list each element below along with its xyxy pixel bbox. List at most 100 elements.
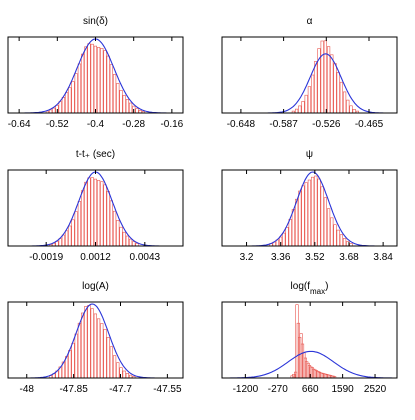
histogram-bar: [106, 191, 110, 247]
histogram-bar: [342, 91, 347, 114]
x-tick-label: -0.16: [160, 119, 183, 130]
histogram-bar: [58, 238, 62, 247]
panel-frame: [221, 36, 398, 114]
fit-curve: [222, 350, 397, 379]
histogram-bar: [314, 60, 318, 114]
histogram-bar: [304, 182, 308, 247]
histogram-bars: [45, 43, 146, 114]
histogram-bar: [65, 230, 69, 247]
histogram-bar: [55, 241, 59, 247]
histogram-bar: [93, 313, 97, 379]
histogram-bar: [71, 81, 75, 114]
histogram-bar: [125, 235, 129, 247]
histogram-bar: [90, 177, 94, 247]
histogram-bar: [103, 184, 107, 247]
x-tick-label: 3.68: [339, 252, 359, 263]
panel-3: -0.0019 0.0012 0.0043 t-t₊ (sec): [7, 149, 184, 263]
x-tick-label: 3.36: [271, 252, 291, 263]
histogram-bar: [301, 185, 305, 247]
histogram-bar: [71, 342, 75, 379]
x-tick-label: -0.465: [355, 119, 384, 130]
histogram-bar: [310, 176, 315, 247]
histogram-bar: [330, 54, 334, 114]
x-tick-label: -0.64: [8, 119, 31, 130]
x-tick-label: 0.0043: [130, 252, 161, 263]
histogram-bar: [294, 108, 299, 114]
x-tick-label: -0.526: [312, 119, 341, 130]
histogram-bar: [304, 94, 308, 114]
histogram-bar: [84, 306, 88, 379]
histogram-bar: [298, 105, 302, 114]
histogram-bar: [65, 92, 69, 114]
histogram-bar: [71, 219, 75, 247]
histogram-bar: [61, 234, 65, 247]
x-tick-label: 0.0012: [80, 252, 111, 263]
panel-frame: [7, 36, 184, 114]
x-tick-label: 2520: [364, 384, 387, 395]
histogram-bar: [68, 225, 72, 247]
panel-6: -1200 -270 660 1590 2520 log(fmax): [221, 281, 398, 395]
x-tick-label: -0.52: [46, 119, 69, 130]
x-tick-label: -48: [20, 384, 35, 395]
fit-curve: [8, 171, 183, 247]
panel-4: 3.2 3.36 3.52 3.68 3.84 ψ: [221, 149, 398, 263]
fit-curve: [222, 53, 397, 114]
histogram-bar: [352, 109, 356, 114]
fit-curve: [8, 38, 183, 114]
panel-frame: [7, 301, 184, 379]
histogram-bar: [93, 45, 97, 114]
histogram-bar: [87, 304, 91, 379]
x-tick-label: -1200: [233, 384, 259, 395]
histogram-bar: [84, 46, 88, 114]
histogram-bar: [326, 208, 331, 247]
histogram-bar: [116, 362, 120, 379]
x-tick-label: -270: [268, 384, 288, 395]
histogram-bar: [109, 346, 113, 379]
histogram-bar: [285, 227, 289, 247]
histogram-bar: [339, 81, 344, 114]
x-tick-label: -0.0019: [29, 252, 63, 263]
histogram-bar: [122, 95, 126, 114]
panel-1: -0.64 -0.52 -0.4 -0.28 -0.16 sin(δ): [7, 16, 184, 130]
histogram-bar: [58, 101, 62, 114]
histogram-bars: [269, 175, 353, 247]
histogram-bar: [87, 177, 91, 247]
histogram-bars: [291, 40, 360, 114]
histogram-bar: [87, 43, 91, 114]
histogram-bar: [81, 190, 85, 247]
histogram-bar: [93, 178, 97, 247]
histogram-bar: [68, 350, 72, 379]
x-tick-label: 3.52: [305, 252, 325, 263]
histogram-bar: [122, 370, 126, 379]
x-tick-label: 3.2: [240, 252, 254, 263]
histogram-bar: [320, 186, 324, 247]
histogram-bar: [336, 229, 340, 247]
histogram-bar: [113, 74, 117, 114]
histogram-bar: [61, 97, 65, 114]
histogram-bar: [333, 63, 337, 114]
histogram-bar: [320, 40, 324, 114]
x-tick-label: -47.55: [153, 384, 182, 395]
histogram-bar: [314, 175, 318, 247]
histogram-bar: [125, 373, 129, 379]
histogram-bars: [48, 304, 136, 379]
histogram-bar: [307, 86, 312, 114]
histogram-bar: [129, 102, 133, 114]
histogram-bar: [109, 64, 113, 114]
histogram-bar: [346, 99, 350, 114]
histogram-bar: [116, 220, 120, 247]
histogram-bar: [100, 47, 104, 114]
histogram-bar: [119, 90, 123, 114]
histogram-bar: [135, 108, 139, 114]
histogram-bar: [77, 63, 81, 114]
histogram-bar: [282, 232, 286, 247]
x-tick-label: -0.28: [122, 119, 145, 130]
histogram-bar: [298, 190, 302, 247]
histogram-bar: [323, 40, 328, 114]
panel-title: log(A): [82, 281, 109, 292]
histogram-bar: [129, 238, 133, 247]
histogram-bars: [290, 304, 337, 379]
histogram-bar: [339, 234, 344, 247]
panel-title: t-t₊ (sec): [76, 149, 115, 160]
